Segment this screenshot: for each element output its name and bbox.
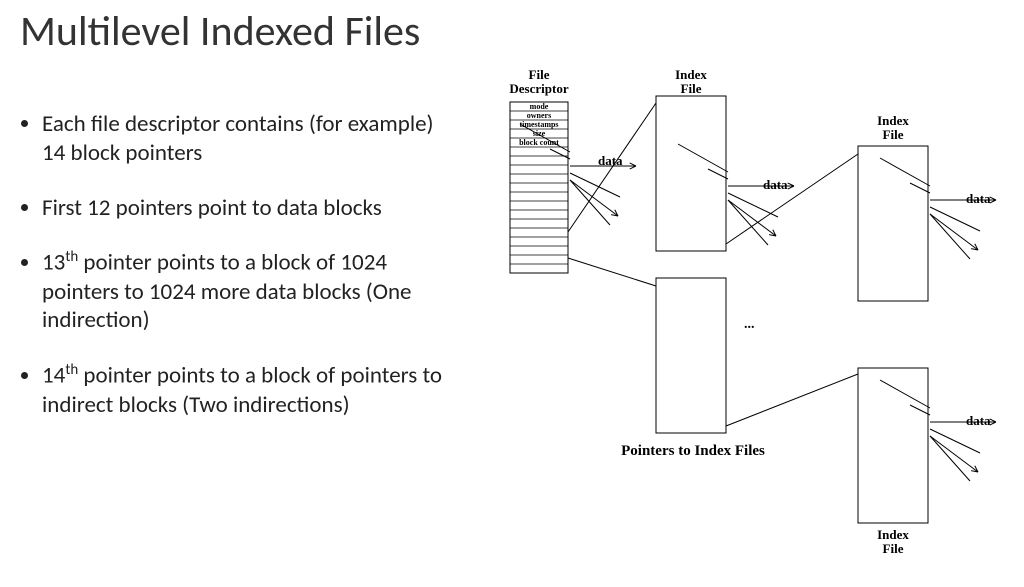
- label-index-file-2: IndexFile: [866, 114, 920, 141]
- label-index-file-1: IndexFile: [664, 68, 718, 95]
- label-data-3: data: [966, 192, 991, 206]
- label-ellipsis: ...: [744, 318, 755, 333]
- bullet-1: Each file descriptor contains (for examp…: [42, 110, 460, 168]
- label-index-file-3: IndexFile: [866, 528, 920, 555]
- diagram: FileDescriptor IndexFile IndexFile Index…: [478, 68, 1024, 568]
- bullet-list: Each file descriptor contains (for examp…: [20, 110, 460, 445]
- label-file-descriptor: FileDescriptor: [496, 68, 582, 95]
- bullet-3: 13th pointer points to a block of 1024 p…: [42, 248, 460, 335]
- slide-title: Multilevel Indexed Files: [20, 6, 420, 57]
- bullet-4: 14th pointer points to a block of pointe…: [42, 361, 460, 419]
- label-data-1: data: [598, 154, 623, 168]
- label-pointers-caption: Pointers to Index Files: [588, 444, 798, 460]
- bullet-2: First 12 pointers point to data blocks: [42, 194, 460, 223]
- label-data-2: data: [763, 178, 788, 192]
- label-data-4: data: [966, 414, 991, 428]
- fd-block-count: block count: [510, 139, 568, 147]
